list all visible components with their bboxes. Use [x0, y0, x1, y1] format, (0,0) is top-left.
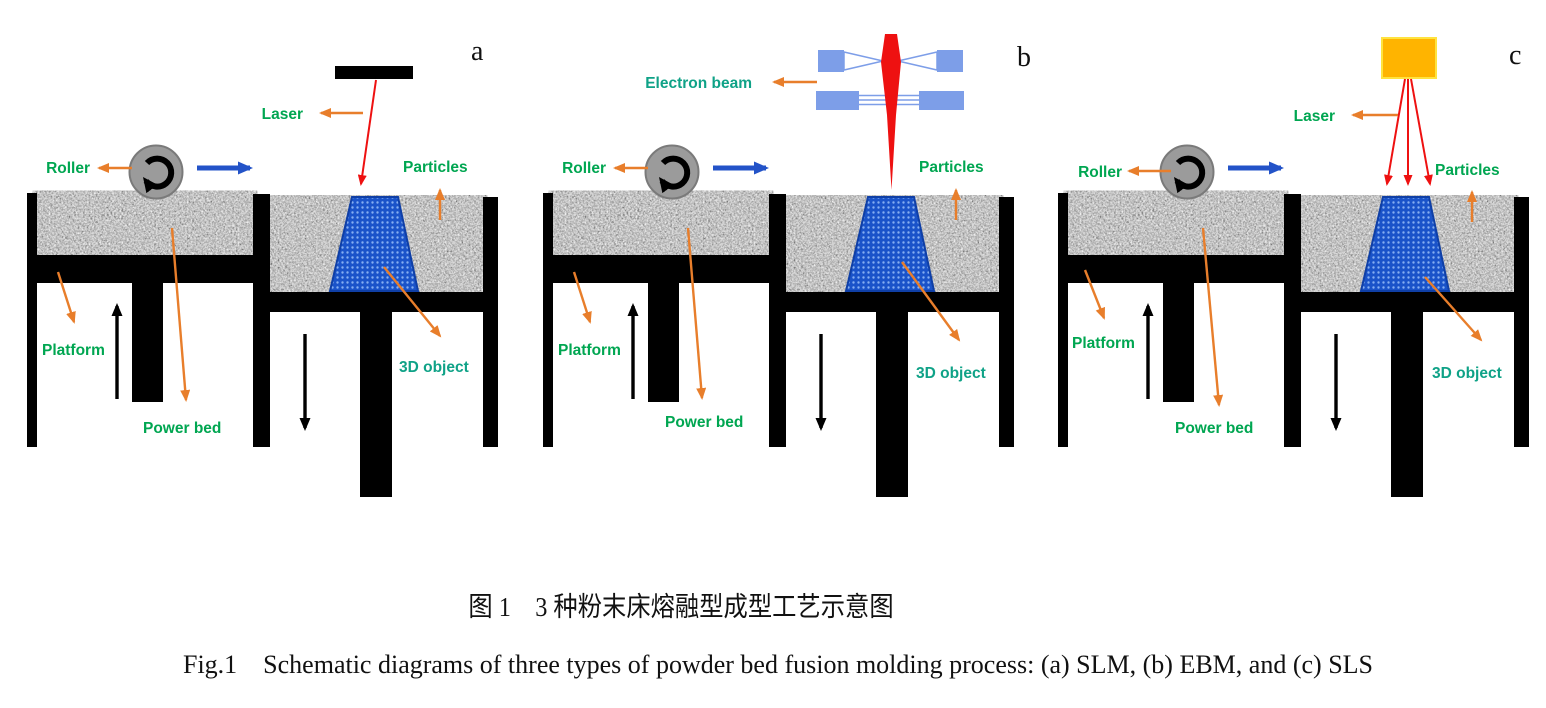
build-piston: [876, 312, 908, 497]
roller-label: Roller: [1078, 164, 1122, 181]
particles-label: Particles: [403, 159, 468, 176]
electron-gun-icon: [816, 34, 964, 190]
object-label: 3D object: [916, 365, 986, 382]
focus-coil-right: [937, 50, 963, 72]
supply-piston: [1163, 283, 1194, 402]
roller-rotation-arrow-icon: [1173, 155, 1206, 194]
object-label: 3D object: [1432, 365, 1502, 382]
focus-coil-left: [818, 50, 844, 72]
left-wall: [543, 193, 553, 447]
roller-label: Roller: [46, 160, 90, 177]
power-bed-leader-arrow: [686, 227, 707, 400]
focus-cone-right: [897, 51, 938, 71]
power-bed-label: Power bed: [1175, 420, 1253, 437]
caption-english: Fig.1 Schematic diagrams of three types …: [183, 650, 1373, 679]
middle-wall: [769, 194, 786, 447]
build-piston: [1391, 312, 1423, 497]
platform-label: Platform: [1072, 335, 1135, 352]
powder-supply-bed: [37, 192, 253, 257]
laser-scanner-bar: [335, 66, 413, 79]
object-label: 3D object: [399, 359, 469, 376]
powder-supply-bed: [553, 192, 769, 257]
object-leader-arrow: [383, 266, 442, 338]
roller-rotation-arrow-icon: [142, 155, 175, 194]
roller-rotation-arrow-icon: [658, 155, 691, 194]
particles-label: Particles: [919, 159, 984, 176]
object-leader-arrow: [1424, 276, 1483, 342]
electron-beam-shape: [881, 34, 901, 190]
deflect-coil-right: [919, 91, 964, 110]
left-wall: [1058, 193, 1068, 447]
build-platform-plate: [769, 292, 1014, 312]
figure-canvas: Laser Roller Particles Platform Power be…: [27, 34, 1529, 497]
supply-platform-plate: [27, 255, 270, 283]
panel-sls: Laser Roller Particles Platform Power be…: [1058, 37, 1529, 497]
caption-chinese: 图 1 3 种粉末床熔融型成型工艺示意图: [468, 592, 894, 622]
platform-label: Platform: [558, 342, 621, 359]
right-wall: [483, 197, 498, 447]
particles-label: Particles: [1435, 162, 1500, 179]
3d-object-shape: [328, 196, 420, 292]
roller-icon: [644, 144, 700, 200]
roller-label: Roller: [562, 160, 606, 177]
laser-beam: [357, 79, 377, 186]
middle-wall: [1284, 194, 1301, 447]
panel-letter: a: [471, 36, 484, 67]
panel-slm: Laser Roller Particles Platform Power be…: [27, 36, 498, 497]
supply-platform-plate: [543, 255, 786, 283]
laser-beam-right: [1410, 78, 1433, 186]
power-bed-label: Power bed: [143, 420, 221, 437]
right-wall: [999, 197, 1014, 447]
electron-beam-label: Electron beam: [645, 75, 752, 92]
right-wall: [1514, 197, 1529, 447]
platform-leader-arrow: [572, 271, 592, 324]
powder-supply-bed: [1068, 192, 1284, 257]
build-platform-plate: [1284, 292, 1529, 312]
platform-leader-arrow: [1083, 269, 1106, 320]
power-bed-label: Power bed: [665, 414, 743, 431]
power-bed-leader-arrow: [170, 227, 191, 402]
roller-icon: [128, 144, 184, 200]
platform-label: Platform: [42, 342, 105, 359]
laser-label: Laser: [1294, 108, 1335, 125]
3d-object-shape: [1359, 196, 1451, 292]
panel-letter: b: [1017, 42, 1031, 73]
panel-letter: c: [1509, 40, 1521, 71]
power-bed-leader-arrow: [1201, 227, 1224, 407]
middle-wall: [253, 194, 270, 447]
supply-piston: [648, 283, 679, 402]
supply-platform-plate: [1058, 255, 1301, 283]
build-piston: [360, 312, 392, 497]
platform-leader-arrow: [56, 271, 76, 324]
deflect-coil-left: [816, 91, 859, 110]
laser-beam-left: [1384, 78, 1406, 186]
supply-piston: [132, 283, 163, 402]
focus-cone-left: [843, 51, 884, 71]
build-platform-plate: [253, 292, 498, 312]
laser-head: [1381, 37, 1437, 79]
panel-ebm: Electron beam Roller Particles Platform …: [543, 34, 1031, 497]
object-leader-arrow: [901, 261, 961, 342]
left-wall: [27, 193, 37, 447]
3d-object-shape: [844, 196, 936, 292]
laser-label: Laser: [262, 106, 303, 123]
